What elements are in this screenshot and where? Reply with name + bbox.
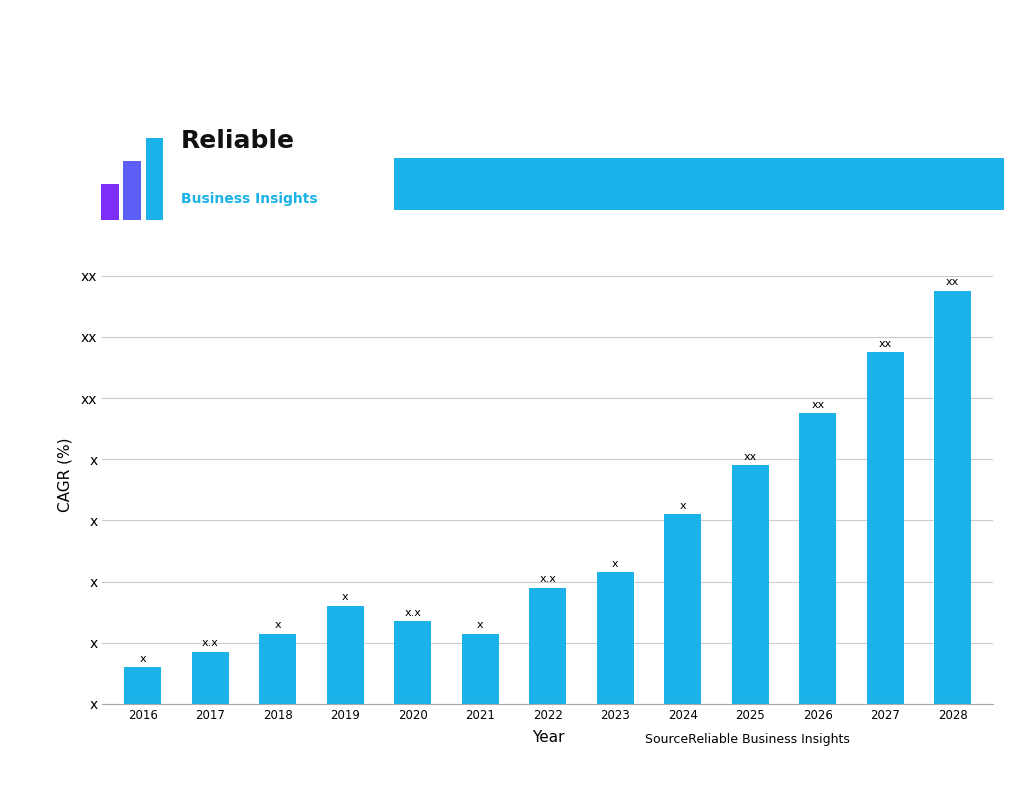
Text: xx: xx (743, 452, 757, 462)
Bar (191, 652, 229, 704)
Bar (732, 465, 769, 704)
Text: x: x (139, 653, 146, 664)
Bar (462, 634, 499, 704)
Text: x: x (612, 558, 618, 569)
Bar (145, 138, 164, 220)
Text: Business Insights: Business Insights (181, 192, 317, 206)
Bar (124, 668, 162, 704)
Text: x: x (680, 501, 686, 511)
Bar (866, 352, 904, 704)
Text: xx: xx (879, 339, 892, 349)
Bar (101, 184, 119, 220)
Bar (327, 606, 364, 704)
Text: Reliable: Reliable (181, 129, 295, 153)
X-axis label: Year: Year (531, 730, 564, 745)
Text: x.x: x.x (202, 638, 219, 649)
Bar (259, 634, 296, 704)
Bar (597, 573, 634, 704)
Bar (934, 291, 972, 704)
Text: SourceReliable Business Insights: SourceReliable Business Insights (645, 733, 850, 746)
Text: x: x (477, 620, 483, 630)
Bar (800, 414, 837, 704)
Y-axis label: CAGR (%): CAGR (%) (57, 437, 73, 512)
Text: x.x: x.x (404, 607, 421, 618)
Text: xx: xx (811, 399, 824, 410)
Text: x: x (274, 620, 282, 630)
Text: x.x: x.x (540, 574, 556, 584)
Bar (529, 588, 566, 704)
Text: xx: xx (946, 278, 959, 287)
Bar (123, 161, 141, 220)
Bar (394, 622, 431, 704)
Bar (665, 514, 701, 704)
Text: x: x (342, 592, 349, 603)
